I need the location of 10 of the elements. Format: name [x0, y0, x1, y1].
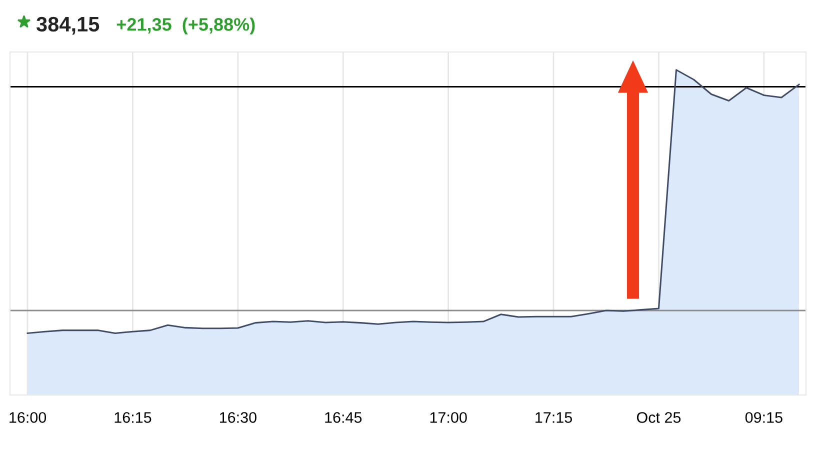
- x-tick-label: 09:15: [745, 412, 782, 423]
- chart-subtitle: +21,35 (+5,88%): [116, 18, 255, 34]
- chart-title: 384,15: [36, 16, 100, 35]
- x-tick-label: 17:15: [536, 412, 572, 423]
- x-tick-label: 16:45: [325, 412, 362, 423]
- x-tick-label: 16:15: [114, 412, 152, 423]
- x-tick-label: 17:00: [430, 412, 467, 423]
- x-tick-label: 16:00: [10, 412, 46, 423]
- x-tick-label: Oct 25: [636, 412, 681, 423]
- x-tick-label: 16:30: [220, 412, 256, 423]
